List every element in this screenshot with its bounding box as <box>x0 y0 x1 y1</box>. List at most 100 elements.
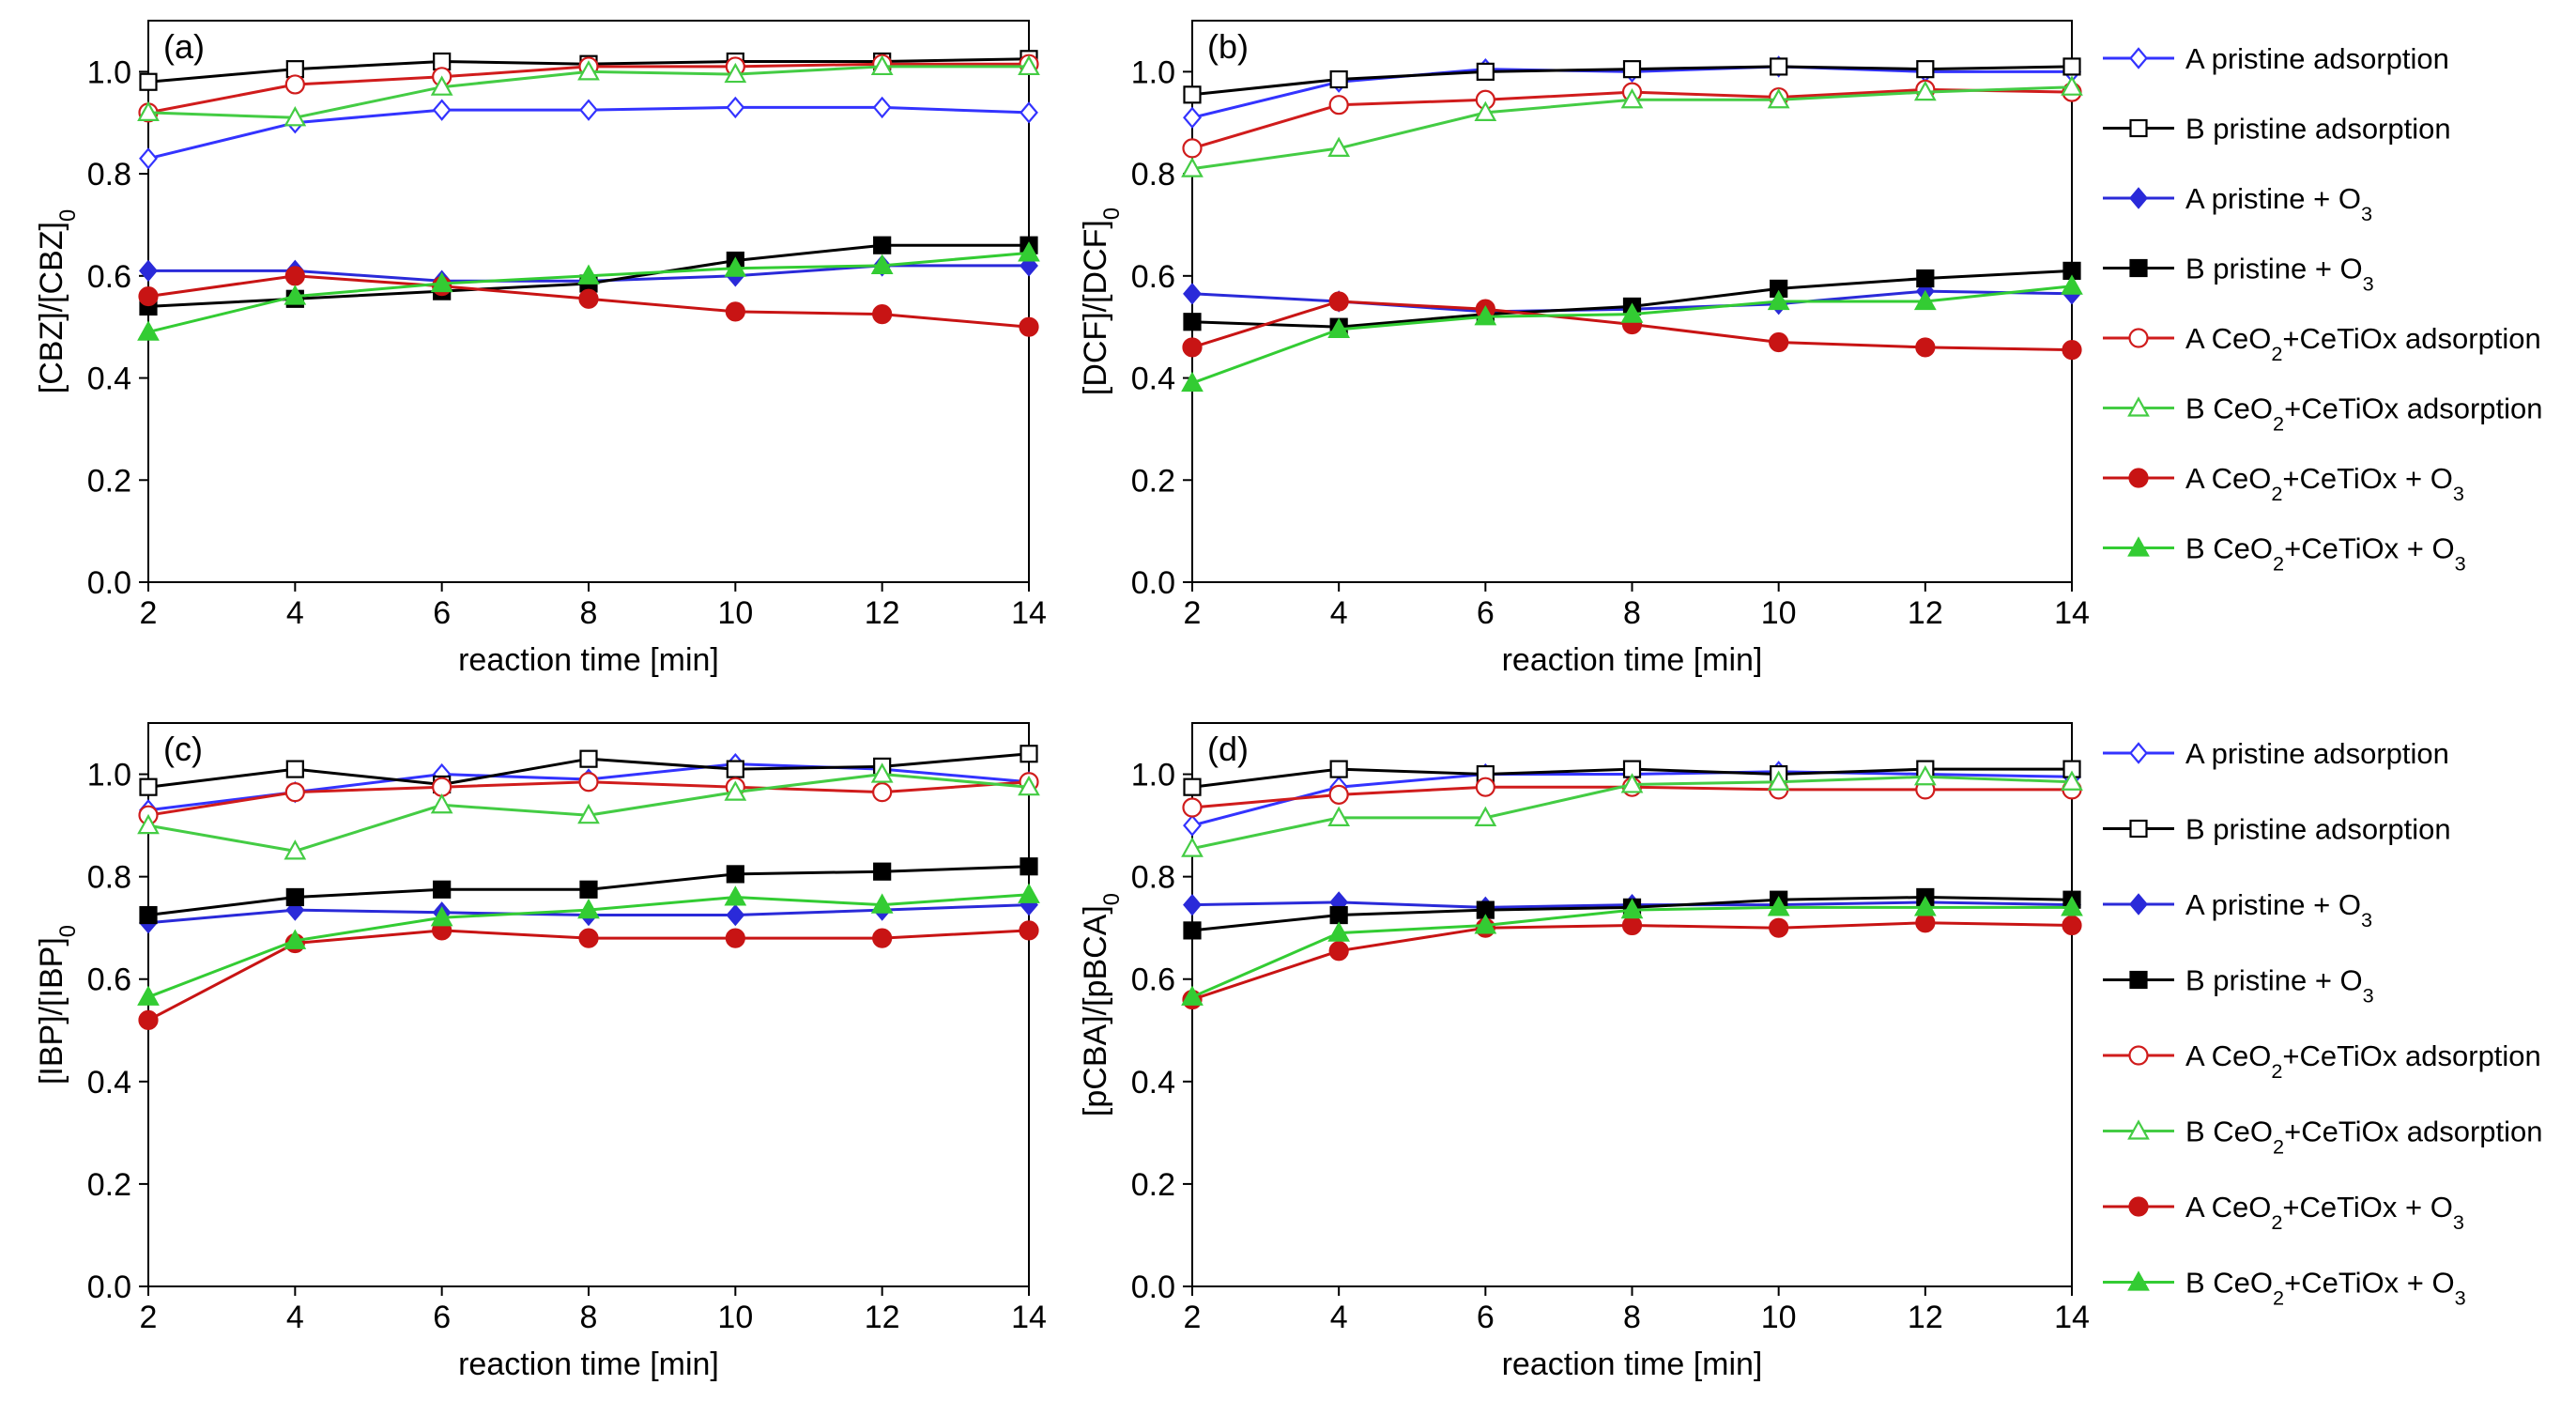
y-tick-label: 0.4 <box>1131 1065 1175 1100</box>
circle-marker <box>1915 337 1936 358</box>
legend-item: B pristine + O3 <box>2103 964 2374 1007</box>
panel-label: (d) <box>1207 730 1249 768</box>
text-run: B CeO <box>2185 392 2273 425</box>
y-tick-label: 0.0 <box>87 1270 131 1305</box>
series-A_ceo2_O3 <box>138 266 1039 337</box>
circle-marker <box>725 928 745 948</box>
text-run: [pCBA]/[pBCA] <box>1078 905 1113 1116</box>
y-tick-label: 0.6 <box>1131 962 1175 998</box>
series-A_pristine_ads <box>139 96 1038 170</box>
triangle-marker <box>1474 305 1497 326</box>
triangle-marker <box>284 106 307 127</box>
subscript: 3 <box>2453 482 2464 505</box>
text-run: B pristine adsorption <box>2185 113 2451 146</box>
triangle-marker <box>1181 985 1204 1006</box>
diamond-marker <box>2129 742 2148 764</box>
square-marker <box>1329 69 1348 89</box>
text-run: B CeO <box>2185 1116 2273 1148</box>
triangle-marker <box>1018 883 1040 903</box>
circle-marker <box>2128 1045 2149 1066</box>
x-tick-label: 8 <box>580 1300 598 1335</box>
x-tick-label: 12 <box>1908 1300 1943 1335</box>
subscript: 2 <box>2271 1210 2282 1234</box>
legend-label: B CeO2+CeTiOx + O3 <box>2185 1267 2466 1310</box>
triangle-marker <box>870 893 894 914</box>
legend-item: A CeO2+CeTiOx + O3 <box>2103 462 2464 505</box>
legend-item: A pristine adsorption <box>2103 42 2449 75</box>
triangle-marker <box>1620 302 1644 323</box>
circle-marker <box>578 928 599 948</box>
circle-marker <box>1182 797 1203 818</box>
y-tick-label: 0.2 <box>87 463 131 499</box>
square-marker <box>1183 313 1202 331</box>
legend-label: B pristine + O3 <box>2185 253 2374 296</box>
x-tick-label: 6 <box>1477 1300 1495 1335</box>
square-marker <box>873 862 892 881</box>
triangle-marker <box>1474 100 1497 121</box>
triangle-marker <box>2127 1270 2150 1291</box>
legend-label: A pristine adsorption <box>2185 737 2449 770</box>
text-run: B CeO <box>2185 1267 2273 1300</box>
triangle-marker <box>1767 770 1790 791</box>
legend-label: A pristine + O3 <box>2185 888 2372 931</box>
legend-label: B pristine adsorption <box>2185 113 2451 146</box>
x-axis-title: reaction time [min] <box>458 1347 719 1382</box>
triangle-marker <box>2061 770 2083 791</box>
y-tick-label: 0.0 <box>1131 565 1175 601</box>
square-marker <box>1183 777 1202 796</box>
y-axis-title: [DCF]/[DCF]0 <box>1078 208 1125 395</box>
circle-marker <box>2128 328 2149 348</box>
y-tick-label: 0.4 <box>1131 362 1175 397</box>
circle-marker <box>284 266 305 286</box>
legend-item: A CeO2+CeTiOx adsorption <box>2103 322 2541 365</box>
y-axis-title: [pCBA]/[pBCA]0 <box>1078 893 1125 1116</box>
triangle-marker <box>577 60 600 81</box>
circle-marker <box>1328 95 1349 115</box>
triangle-marker <box>1913 80 1937 101</box>
square-marker <box>1476 62 1495 81</box>
circle-marker <box>1769 331 1789 353</box>
square-marker <box>726 760 744 778</box>
legend-item: B CeO2+CeTiOx + O3 <box>2103 1267 2466 1310</box>
text-run: [CBZ]/[CBZ] <box>34 222 69 393</box>
series-B_ceo2_O3 <box>1181 274 2083 392</box>
circle-marker <box>578 288 599 309</box>
triangle-marker <box>1767 896 1790 916</box>
x-tick-label: 6 <box>433 1300 451 1335</box>
diamond-marker <box>139 147 158 170</box>
triangle-marker <box>430 271 453 293</box>
circle-marker <box>2128 1196 2149 1217</box>
text-run: [IBP]/[IBP] <box>34 937 69 1085</box>
legend-1: A pristine adsorption B pristine adsorpti… <box>2103 42 2543 575</box>
series-B_ceo2_O3 <box>137 883 1040 1006</box>
circle-marker <box>2062 340 2082 361</box>
subscript: 2 <box>2273 411 2284 435</box>
square-marker <box>139 905 158 925</box>
triangle-marker <box>724 62 747 84</box>
text-run: B pristine + O <box>2185 253 2363 285</box>
legend-label: A pristine adsorption <box>2185 42 2449 75</box>
triangle-marker <box>1327 806 1351 827</box>
triangle-marker <box>2127 536 2150 557</box>
legend-item: B CeO2+CeTiOx adsorption <box>2103 392 2543 435</box>
legend-label: A CeO2+CeTiOx + O3 <box>2185 1191 2464 1234</box>
subscript: 0 <box>55 925 81 937</box>
x-axis-title: reaction time [min] <box>458 642 719 678</box>
circle-marker <box>2128 468 2149 488</box>
diamond-marker <box>2129 187 2148 209</box>
x-tick-label: 12 <box>1908 595 1943 631</box>
circle-marker <box>1328 784 1349 805</box>
legend-item: A pristine adsorption <box>2103 737 2449 770</box>
square-marker <box>1916 60 1935 79</box>
y-tick-label: 0.2 <box>1131 463 1175 499</box>
series-B_ceo2_ads <box>1181 765 2083 857</box>
text-run: A CeO <box>2185 1039 2271 1072</box>
triangle-marker <box>577 898 600 919</box>
y-tick-label: 0.6 <box>87 259 131 295</box>
chart-panel-d: 0.0 0.2 0.4 0.6 0.8 1.0 2 4 6 8 10 12 14 reaction tim… <box>1078 722 2090 1382</box>
subscript: 0 <box>1099 893 1125 905</box>
square-marker <box>1329 905 1348 925</box>
triangle-marker <box>2061 75 2083 96</box>
circle-marker <box>578 772 599 793</box>
triangle-marker <box>724 885 747 906</box>
